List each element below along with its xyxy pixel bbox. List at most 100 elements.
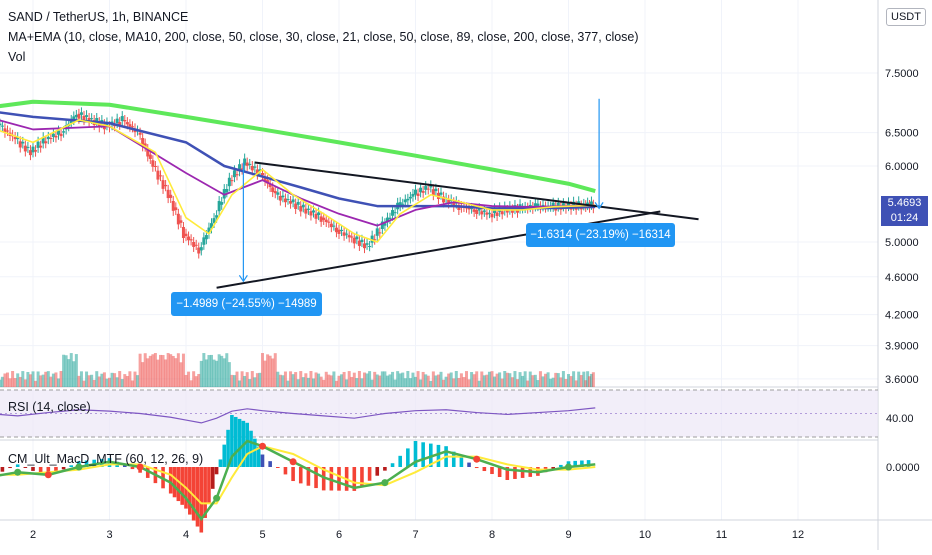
time-tick-label: 12	[792, 529, 804, 541]
volume-bar	[0, 379, 2, 387]
volume-bar	[518, 372, 522, 387]
candle-body	[411, 193, 415, 197]
macd-histogram-bar	[0, 467, 5, 472]
volume-bar	[87, 375, 91, 387]
volume-bar	[62, 354, 66, 387]
candle-body	[452, 202, 456, 207]
macd-legend[interactable]: CM_Ult_MacD_MTF (60, 12, 26, 9)	[8, 452, 204, 466]
symbol-title[interactable]: SAND / TetherUS, 1h, BINANCE	[8, 10, 189, 24]
volume-bar	[6, 372, 9, 387]
volume-bar	[528, 371, 532, 387]
candle-body	[421, 191, 425, 193]
volume-bar	[184, 374, 188, 387]
price-tick-label: 3.9000	[885, 341, 919, 353]
candle-body	[357, 240, 361, 246]
candle-body	[439, 192, 443, 195]
macd-cross-dot	[44, 471, 52, 479]
macd-histogram-bar	[586, 460, 591, 467]
volume-bar	[421, 371, 425, 387]
volume-bar	[36, 371, 40, 387]
volume-bar	[360, 378, 364, 387]
rsi-level-label: 40.00	[886, 413, 914, 425]
candle-body	[533, 203, 537, 207]
volume-bar	[591, 372, 595, 387]
candle-body	[426, 188, 430, 190]
candle-body	[141, 138, 145, 147]
volume-bar	[556, 373, 560, 387]
macd-histogram-bar	[283, 467, 288, 475]
candle-body	[184, 233, 188, 237]
volume-bar	[332, 371, 336, 387]
macd-cross-dot	[565, 463, 572, 471]
candle-body	[69, 119, 73, 124]
candle-body	[505, 209, 509, 213]
candle-body	[309, 211, 313, 216]
candle-body	[329, 223, 333, 228]
candle-body	[199, 247, 203, 251]
volume-bar	[523, 371, 527, 387]
volume-bar	[54, 372, 58, 387]
currency-button[interactable]: USDT	[886, 8, 926, 26]
volume-bar	[510, 377, 514, 387]
ma-ema-legend[interactable]: MA+EMA (10, close, MA10, 200, close, 50,…	[8, 30, 639, 44]
candle-body	[54, 135, 58, 138]
candle-body	[510, 209, 514, 213]
macd-histogram-bar	[375, 467, 380, 476]
macd-histogram-bar	[195, 467, 200, 527]
candle-body	[286, 199, 290, 201]
macd-histogram-bar	[291, 467, 295, 482]
volume-legend[interactable]: Vol	[8, 50, 26, 64]
candle-body	[312, 210, 315, 213]
candle-body	[480, 211, 484, 215]
volume-bar	[411, 372, 415, 387]
measure-label-left[interactable]: −1.4989 (−24.55%) −14989	[171, 292, 322, 316]
macd-histogram-bar	[268, 461, 272, 467]
volume-bar	[95, 371, 99, 387]
candle-body	[146, 148, 150, 157]
volume-bar	[370, 379, 374, 387]
volume-bar	[337, 375, 341, 387]
time-axis[interactable]: 2 3 4 5 6 7 8 9 10 11 12	[30, 529, 804, 541]
moving-average-line	[0, 119, 596, 243]
macd-histogram-bar	[352, 467, 357, 491]
candle-body	[406, 198, 410, 201]
volume-bar	[299, 371, 303, 387]
volume-bar	[77, 375, 81, 387]
candle-body	[276, 192, 280, 195]
volume-bar	[255, 373, 259, 387]
candle-body	[477, 208, 481, 211]
candle-body	[31, 146, 35, 153]
volume-bar	[452, 378, 456, 387]
volume-bar	[69, 353, 73, 387]
candle-body	[232, 170, 236, 178]
volume-bar	[403, 378, 407, 387]
volume-bar	[383, 371, 387, 387]
volume-bar	[531, 375, 535, 387]
macd-histogram-bar	[237, 418, 242, 467]
time-tick-label: 9	[565, 529, 571, 541]
candle-body	[3, 128, 7, 133]
rsi-legend[interactable]: RSI (14, close)	[8, 400, 91, 414]
volume-bar	[271, 358, 275, 387]
volume-bar	[462, 377, 466, 387]
price-axis[interactable]: 7.5000 6.5000 6.0000 5.0000 4.6000 4.2000 3.90…	[885, 68, 920, 474]
volume-bar	[431, 371, 435, 387]
measure-label-right[interactable]: −1.6314 (−23.19%) −16314	[526, 223, 675, 247]
measure-drawings[interactable]	[238, 98, 604, 283]
volume-bar	[385, 375, 389, 387]
candle-body	[181, 226, 185, 239]
volume-bar	[51, 373, 55, 387]
volume-bar	[572, 371, 576, 387]
candle-body	[586, 202, 590, 206]
volume-bar	[187, 371, 191, 387]
candle-body	[123, 120, 127, 122]
candle-body	[429, 185, 433, 188]
macd-histogram-bar	[249, 430, 253, 467]
volume-bar	[13, 378, 17, 387]
candle-body	[419, 187, 423, 193]
moving-average-line	[0, 111, 596, 210]
candle-body	[164, 184, 168, 187]
volume-bar	[74, 354, 78, 387]
